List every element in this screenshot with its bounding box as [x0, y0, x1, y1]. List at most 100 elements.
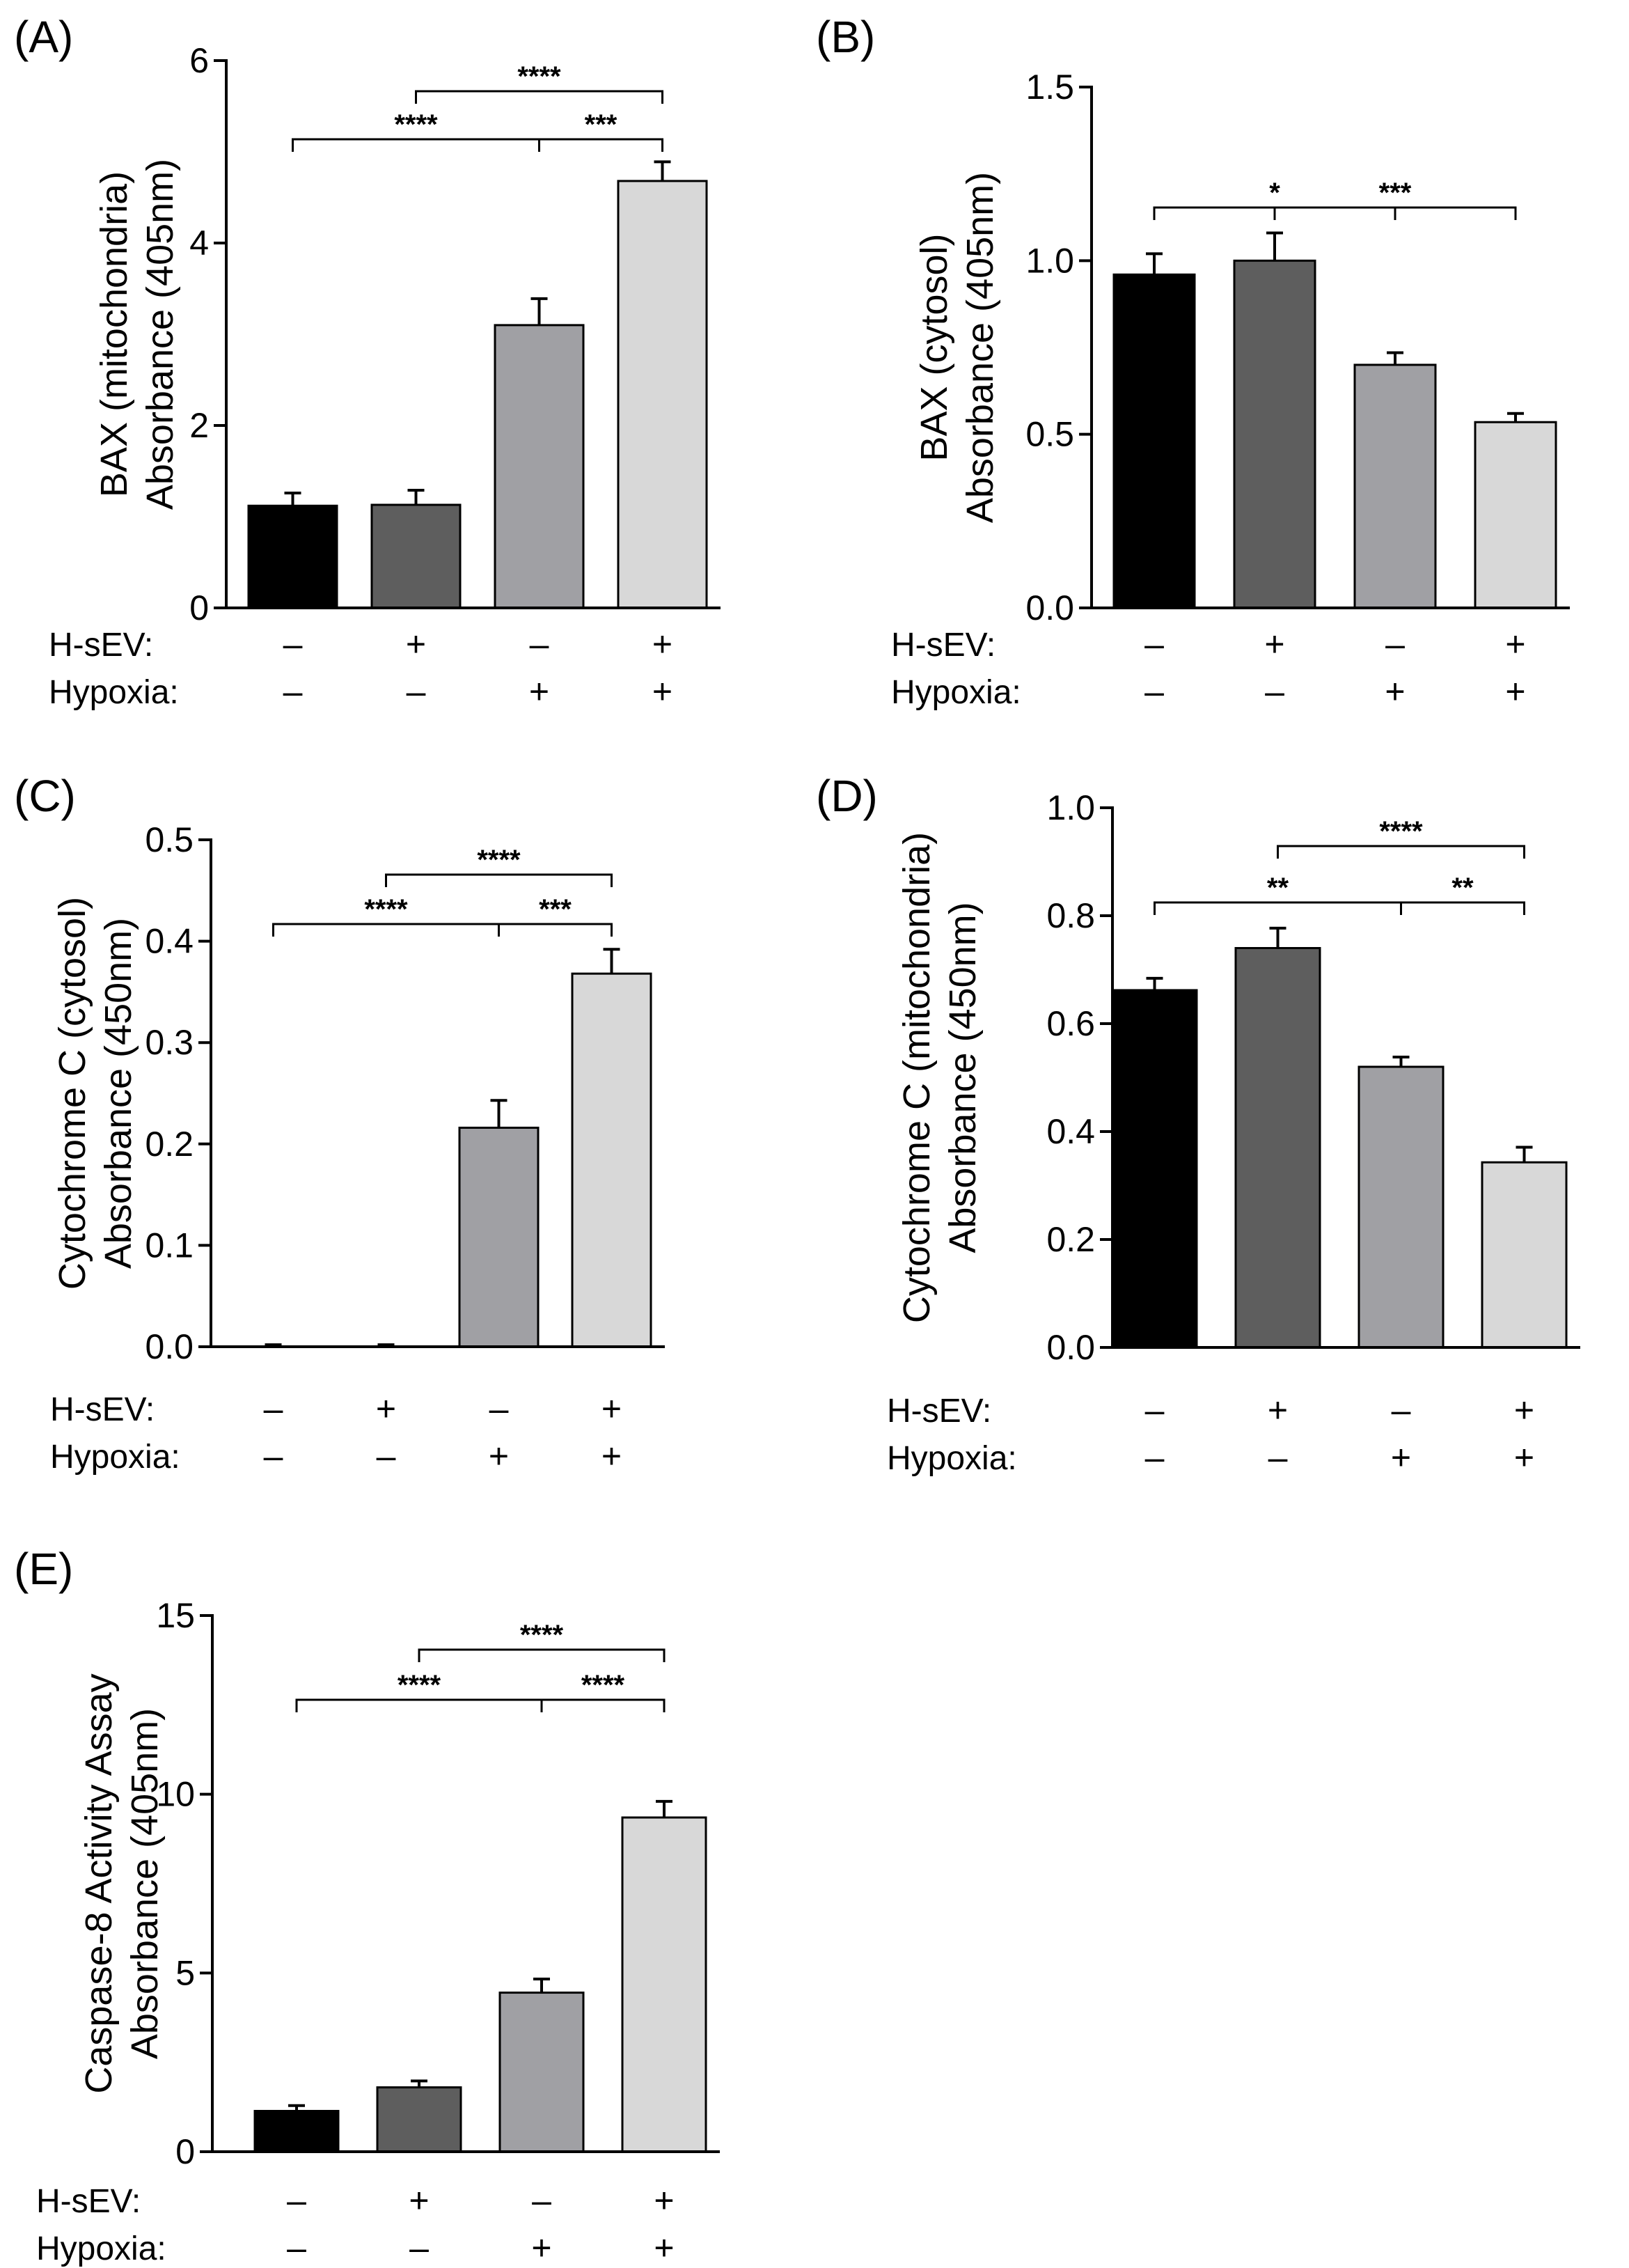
condition-sign: –: [283, 672, 303, 711]
panel-label: (B): [816, 12, 875, 62]
condition-sign: +: [1268, 1391, 1288, 1430]
y-tick-label: 1.0: [1025, 241, 1074, 280]
condition-sign: –: [1385, 625, 1405, 664]
bar: [1233, 259, 1316, 609]
y-axis-title: BAX (mitochondria): [93, 171, 135, 497]
y-axis-title: Absorbance (405nm): [959, 172, 1001, 523]
condition-sign: –: [1392, 1391, 1411, 1430]
bar: [571, 972, 652, 1348]
y-tick-label: 6: [189, 41, 209, 80]
condition-sign: +: [1505, 625, 1525, 664]
y-tick-label: 4: [189, 224, 209, 263]
bar: [1112, 273, 1196, 609]
condition-sign: –: [377, 1437, 396, 1476]
significance-bracket: [1277, 845, 1525, 859]
condition-sign: –: [283, 625, 303, 664]
y-axis-title: Cytochrome C (mitochondria): [896, 832, 938, 1323]
condition-sign: –: [409, 2228, 429, 2267]
condition-sign: +: [652, 625, 672, 664]
condition-sign: –: [1145, 1438, 1165, 1477]
bar: [458, 1127, 540, 1348]
condition-sign: +: [1264, 625, 1284, 664]
significance-bracket: [1273, 206, 1517, 220]
significance-label: ***: [585, 109, 617, 140]
significance-bracket: [538, 138, 663, 152]
y-axis-title: BAX (cytosol): [913, 233, 955, 461]
significance-bracket: [498, 923, 613, 937]
significance-label: **: [1451, 873, 1474, 903]
significance-bracket: [292, 138, 540, 152]
condition-label: H-sEV:: [49, 627, 153, 664]
condition-sign: –: [1265, 672, 1284, 711]
y-tick-label: 1.0: [1046, 788, 1095, 827]
condition-sign: +: [1385, 672, 1405, 711]
condition-sign: +: [652, 672, 672, 711]
significance-bracket: [1400, 901, 1525, 915]
y-tick-label: 0.8: [1046, 896, 1095, 935]
panel-label: (D): [816, 771, 878, 821]
condition-sign: +: [1391, 1438, 1411, 1477]
y-tick-label: 0.1: [145, 1226, 194, 1265]
y-tick-label: 0.2: [145, 1125, 194, 1164]
condition-sign: –: [287, 2228, 306, 2267]
chart-panel-e: (E) 0 5 10 15 Caspase-8 Activity Assay Absorba…: [14, 1544, 720, 2267]
significance-bracket: [295, 1698, 543, 1712]
y-tick-label: 0.0: [1046, 1328, 1095, 1367]
significance-bracket: [415, 90, 663, 104]
significance-label: ***: [1379, 178, 1412, 208]
condition-sign: –: [532, 2181, 551, 2220]
y-tick-label: 0.0: [1025, 588, 1074, 627]
bar: [1481, 1161, 1568, 1349]
significance-bracket: [540, 1698, 666, 1712]
bar: [247, 504, 338, 609]
y-axis-title: Absorbance (450nm): [97, 918, 139, 1269]
condition-sign: –: [407, 672, 426, 711]
panel-label: (E): [14, 1544, 73, 1594]
significance-label: **: [1267, 873, 1289, 903]
bar: [1358, 1065, 1445, 1349]
condition-sign: –: [1268, 1438, 1288, 1477]
bar: [1353, 363, 1437, 609]
bar: [617, 180, 708, 609]
significance-label: ***: [539, 894, 572, 925]
significance-label: ****: [517, 61, 561, 92]
condition-label: Hypoxia:: [887, 1440, 1017, 1477]
y-tick-label: 5: [175, 1953, 195, 1992]
bar: [376, 2086, 462, 2153]
y-tick-label: 0.6: [1046, 1004, 1095, 1043]
y-tick-label: 0.4: [145, 922, 194, 961]
significance-label: ****: [581, 1670, 625, 1700]
chart-panel-c: (C) 0.0 0.1 0.2 0.3 0.4 0.5 Cytochrome C (cytos…: [14, 771, 665, 1476]
y-tick-label: 0.4: [1046, 1112, 1095, 1151]
condition-label: H-sEV:: [891, 627, 996, 664]
condition-label: Hypoxia:: [50, 1439, 180, 1476]
bar: [253, 2109, 340, 2153]
bar: [1474, 421, 1557, 609]
significance-label: ****: [398, 1670, 441, 1700]
significance-bracket: [385, 873, 613, 887]
panel-label: (C): [14, 771, 76, 821]
y-axis-title: Caspase-8 Activity Assay: [78, 1673, 120, 2093]
condition-sign: –: [1144, 625, 1164, 664]
condition-label: H-sEV:: [887, 1393, 991, 1430]
condition-sign: +: [406, 625, 426, 664]
bar: [494, 324, 585, 609]
chart-panel-a: (A) 0 2 4 6 BAX (mitochondria) Absorbance (405…: [14, 12, 721, 711]
condition-label: H-sEV:: [50, 1391, 155, 1428]
significance-bracket: [1154, 901, 1402, 915]
significance-label: ****: [1379, 816, 1423, 847]
condition-sign: +: [654, 2228, 674, 2267]
y-tick-label: 0.5: [1025, 415, 1074, 454]
condition-sign: +: [531, 2228, 551, 2267]
y-tick-label: 15: [156, 1596, 195, 1635]
significance-label: ****: [394, 109, 438, 140]
condition-sign: +: [654, 2181, 674, 2220]
chart-panel-d: (D) 0.0 0.2 0.4 0.6 0.8 1.0 Cytochrome C (mitoc…: [816, 771, 1580, 1477]
y-tick-label: 0: [175, 2132, 195, 2171]
condition-label: Hypoxia:: [891, 674, 1021, 711]
y-tick-label: 0.3: [145, 1023, 194, 1062]
condition-label: H-sEV:: [36, 2183, 141, 2220]
condition-sign: +: [409, 2181, 429, 2220]
y-tick-label: 1.5: [1025, 68, 1074, 107]
